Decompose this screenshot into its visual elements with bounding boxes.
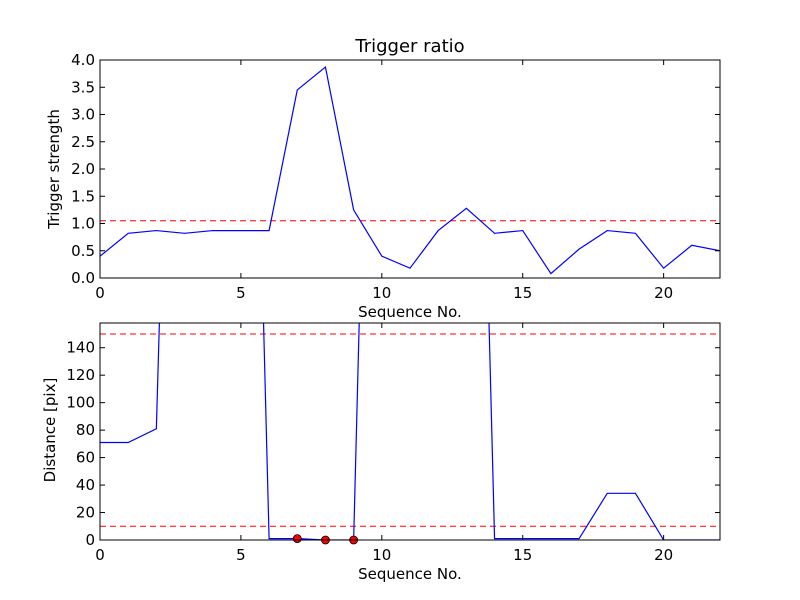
y-tick-label: 0.0: [71, 269, 95, 287]
y-tick-label: 60: [76, 449, 95, 467]
x-axis-label: Sequence No.: [358, 303, 462, 321]
y-tick-label: 0.5: [71, 242, 95, 260]
y-tick-label: 20: [76, 504, 95, 522]
plot-area: [100, 323, 720, 540]
x-tick-label: 0: [95, 546, 105, 564]
x-tick-label: 10: [372, 546, 391, 564]
y-tick-label: 1.0: [71, 215, 95, 233]
y-tick-label: 120: [66, 366, 95, 384]
distance-panel: Sequence No. Distance [pix] 0 5 10 15 20 0 20 4…: [41, 322, 721, 583]
y-axis-label: Trigger strength: [45, 109, 63, 230]
series-line: [100, 323, 720, 540]
y-tick-label: 2.5: [71, 133, 95, 151]
y-tick-label: 40: [76, 476, 95, 494]
plot-area: [100, 60, 720, 278]
y-tick-label: 0: [85, 531, 95, 549]
x-tick-label: 20: [654, 284, 673, 302]
y-tick-label: 4.0: [71, 51, 95, 69]
x-tick-label: 20: [654, 546, 673, 564]
y-tick-label: 3.0: [71, 106, 95, 124]
y-tick-label: 1.5: [71, 187, 95, 205]
x-tick-label: 15: [513, 284, 532, 302]
y-tick-label: 100: [66, 394, 95, 412]
y-tick-label: 80: [76, 421, 95, 439]
data-marker: [292, 534, 302, 544]
plot-content: [100, 65, 720, 275]
y-axis-label: Distance [pix]: [41, 378, 59, 483]
plot-content: [100, 323, 720, 540]
series-line: [100, 65, 720, 275]
plot-frame: [99, 322, 721, 541]
chart-title: Trigger ratio: [354, 36, 464, 57]
y-tick-label: 3.5: [71, 78, 95, 96]
x-tick-label: 0: [95, 284, 105, 302]
y-tick-label: 2.0: [71, 160, 95, 178]
x-axis-label: Sequence No.: [358, 565, 462, 583]
x-tick-label: 10: [372, 284, 391, 302]
x-tick-label: 5: [236, 284, 246, 302]
y-tick-label: 140: [66, 339, 95, 357]
x-tick-label: 5: [236, 546, 246, 564]
trigger-ratio-panel: Trigger ratio Sequence No. Trigger stren…: [45, 36, 721, 321]
x-tick-label: 15: [513, 546, 532, 564]
